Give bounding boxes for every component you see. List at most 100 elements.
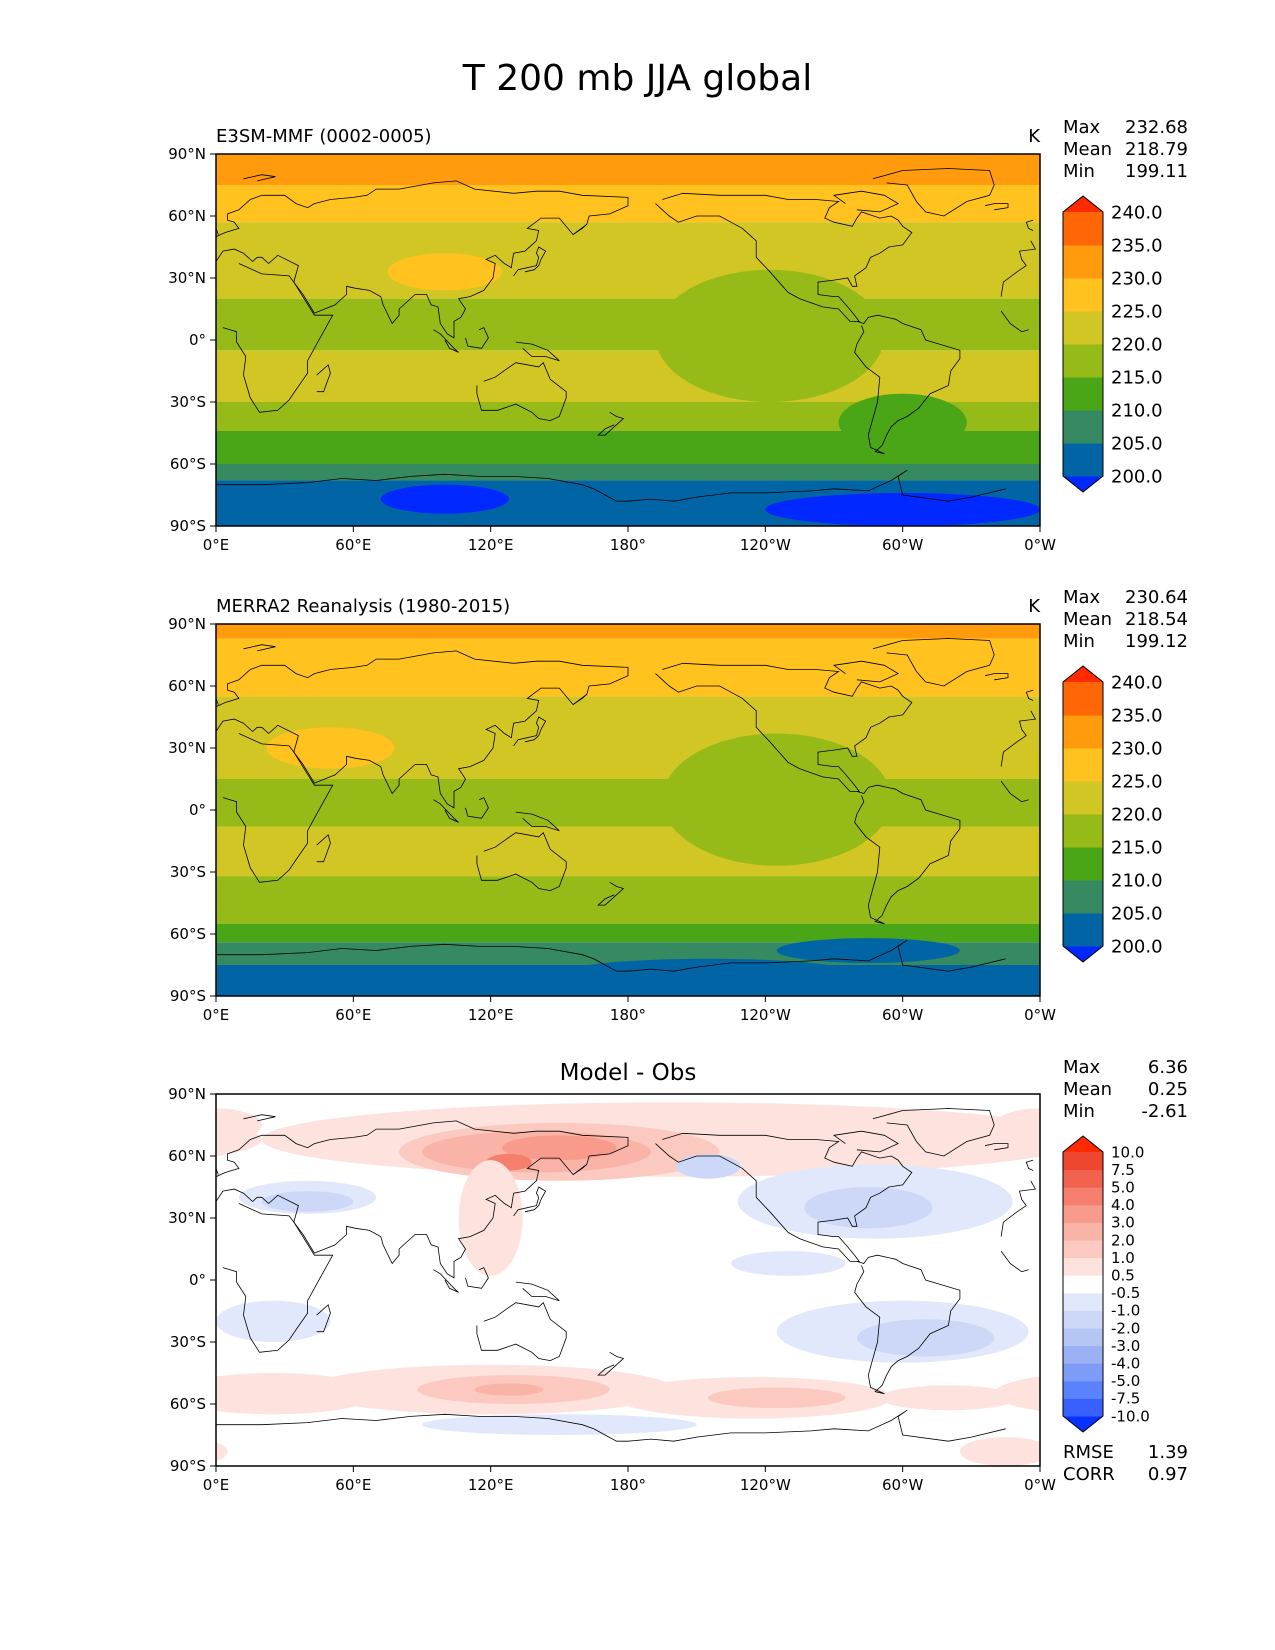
contour-blob-23 xyxy=(731,1251,846,1276)
colorbar-outline xyxy=(1062,665,1104,963)
contour-blob-0 xyxy=(1212,253,1275,290)
coastline-baffin xyxy=(832,190,899,213)
x-tick-label: 120°W xyxy=(740,1476,791,1494)
coastline-northAmerica xyxy=(655,192,913,322)
coastline-uk xyxy=(1025,689,1034,701)
lat-band-0 xyxy=(216,624,1040,639)
stat-value-mean: 218.79 xyxy=(1125,139,1188,160)
coastline-sumatra xyxy=(433,1269,459,1293)
colorbar-tick-label: 240.0 xyxy=(1111,202,1163,223)
coastline-eurasia xyxy=(1019,720,1027,736)
contour-blob-17 xyxy=(708,1387,846,1409)
colorbar-segment xyxy=(1063,1222,1103,1241)
x-tick-label: 60°W xyxy=(882,536,924,554)
colorbar-tick-label: 240.0 xyxy=(1111,672,1163,693)
colorbar: 200.0 205.0 210.0 215.0 220.0 225.0 230.0 235.0… xyxy=(1062,195,1163,493)
coastline-borneo xyxy=(465,797,489,819)
map-panel-model: 0°E 60°E 120°E 180° 120°W 60°W 0°W 90°N 60°N 30°N… xyxy=(168,117,1275,554)
contour-blob-23 xyxy=(0,1251,21,1276)
coastline-australia xyxy=(476,1302,567,1362)
colorbar-segment xyxy=(1063,1204,1103,1223)
panel-title: Model - Obs xyxy=(560,1060,697,1086)
coastline-sumatra xyxy=(433,799,459,823)
y-tick-label: 90°S xyxy=(170,1457,206,1475)
x-tick-label: 120°E xyxy=(468,1006,514,1024)
x-tick-label: 60°W xyxy=(882,1006,924,1024)
lat-band-5 xyxy=(216,876,1040,924)
coastline-southAmerica xyxy=(854,784,961,925)
field-observations xyxy=(216,624,1040,996)
y-tick-label: 90°N xyxy=(168,1085,206,1103)
coastline-baffin xyxy=(832,660,899,683)
coastline-uk xyxy=(1025,1159,1034,1171)
lat-band-2 xyxy=(216,222,1040,299)
colorbar-segment xyxy=(1063,682,1103,716)
stat-label-mean: Mean xyxy=(1063,609,1112,630)
coastline-kamchatka xyxy=(572,224,588,235)
colorbar-segment xyxy=(1063,1169,1103,1188)
stat-value-max: 6.36 xyxy=(1148,1057,1188,1078)
colorbar-arrow-bottom xyxy=(1063,476,1103,492)
coastline-antarctica xyxy=(627,939,1006,972)
colorbar-tick-label: 225.0 xyxy=(1111,771,1163,792)
colorbar-segment xyxy=(1063,781,1103,815)
coastline-eurasia xyxy=(1019,1190,1027,1206)
contour-blob-3 xyxy=(502,1135,617,1161)
colorbar-tick-label: 2.0 xyxy=(1111,1231,1135,1249)
colorbar-arrow-bottom xyxy=(1063,946,1103,962)
colorbar-tick-label: 7.5 xyxy=(1111,1161,1135,1179)
coastline-antarctica xyxy=(627,469,1006,502)
x-tick-label: 120°W xyxy=(740,1006,791,1024)
colorbar-arrow-top xyxy=(1063,1136,1103,1152)
contour-blob-12 xyxy=(856,1319,995,1357)
coastline-baffin xyxy=(832,1130,899,1153)
contour-blob-9 xyxy=(0,1187,108,1228)
x-tick-label: 0°W xyxy=(1024,536,1056,554)
coastline-australia xyxy=(476,832,567,892)
stat-label-max: Max xyxy=(1063,117,1101,138)
colorbar-segment xyxy=(1063,715,1103,749)
lat-band-3 xyxy=(216,779,1040,827)
coastline-japan xyxy=(513,716,547,747)
coastline-africa xyxy=(1000,265,1027,297)
contour-blob-22 xyxy=(216,1300,331,1343)
colorbar-segment xyxy=(1063,1310,1103,1329)
coastline-newZealand xyxy=(597,411,625,436)
coastline-greenland xyxy=(872,1108,995,1157)
coastline-eurasia xyxy=(216,1120,629,1279)
contour-blob-20 xyxy=(1246,1414,1275,1435)
colorbar-arrow-top xyxy=(1063,666,1103,682)
coastline-eurasia xyxy=(1019,250,1027,266)
contour-blob-21 xyxy=(216,1441,228,1462)
stat-value-min: 199.12 xyxy=(1125,631,1188,652)
stat-label-min: Min xyxy=(1063,1101,1095,1122)
contour-blob-19 xyxy=(879,1385,1018,1411)
coastline-newGuinea xyxy=(515,1281,560,1302)
contour-blob-11 xyxy=(0,1301,205,1363)
colorbar-segment xyxy=(1063,814,1103,848)
x-tick-label: 60°E xyxy=(335,536,371,554)
colorbar-tick-label: 215.0 xyxy=(1111,837,1163,858)
colorbar-tick-label: -0.5 xyxy=(1111,1284,1140,1302)
contour-blob-13 xyxy=(1132,1365,1275,1415)
colorbar-tick-label: -5.0 xyxy=(1111,1372,1140,1390)
colorbar: 200.0 205.0 210.0 215.0 220.0 225.0 230.0 235.0… xyxy=(1062,665,1163,963)
colorbar-segment xyxy=(1063,847,1103,881)
colorbar-tick-label: 235.0 xyxy=(1111,705,1163,726)
colorbar-segment xyxy=(1063,278,1103,312)
metric-value-corr: 0.97 xyxy=(1148,1464,1188,1485)
lat-band-6 xyxy=(216,923,1040,943)
x-tick-label: 120°W xyxy=(740,536,791,554)
contour-blob-14 xyxy=(1241,1375,1275,1404)
coastline-africa xyxy=(1000,1205,1027,1237)
coastline-northAmerica xyxy=(655,1132,913,1262)
coastline-newGuinea xyxy=(515,811,560,832)
coastline-africa xyxy=(1000,735,1027,767)
y-tick-label: 90°S xyxy=(170,987,206,1005)
y-tick-label: 30°S xyxy=(170,863,206,881)
y-tick-label: 0° xyxy=(189,1271,206,1289)
x-tick-label: 0°W xyxy=(1024,1476,1056,1494)
stat-value-max: 230.64 xyxy=(1125,587,1188,608)
colorbar-tick-label: 0.5 xyxy=(1111,1266,1135,1284)
y-tick-label: 60°N xyxy=(168,207,206,225)
